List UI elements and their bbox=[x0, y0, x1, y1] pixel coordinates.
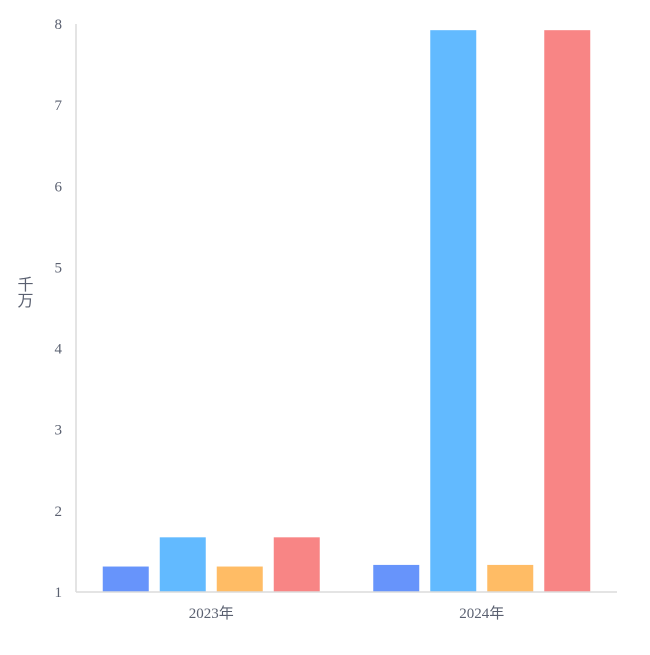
bar bbox=[158, 536, 207, 593]
bar bbox=[486, 563, 535, 593]
bars bbox=[101, 29, 592, 593]
bar bbox=[543, 29, 592, 593]
y-axis-ticks: 1 2 3 4 5 6 7 8 bbox=[55, 17, 63, 601]
bar bbox=[101, 565, 150, 593]
y-axis-label: 千万 bbox=[15, 276, 34, 309]
y-tick-label: 3 bbox=[55, 423, 63, 439]
x-tick-label: 2023年 bbox=[189, 605, 234, 622]
bar bbox=[372, 563, 421, 593]
x-axis-ticks: 2023年 2024年 bbox=[189, 605, 505, 622]
y-tick-label: 7 bbox=[55, 98, 63, 114]
x-tick-label: 2024年 bbox=[459, 605, 504, 622]
y-tick-label: 1 bbox=[55, 585, 63, 601]
bar bbox=[215, 565, 264, 593]
y-tick-label: 8 bbox=[55, 17, 63, 33]
bar bbox=[429, 29, 478, 593]
bar bbox=[272, 536, 321, 593]
y-tick-label: 5 bbox=[55, 260, 63, 276]
y-tick-label: 2 bbox=[55, 504, 63, 520]
y-tick-label: 4 bbox=[55, 342, 63, 358]
y-tick-label: 6 bbox=[55, 179, 63, 195]
